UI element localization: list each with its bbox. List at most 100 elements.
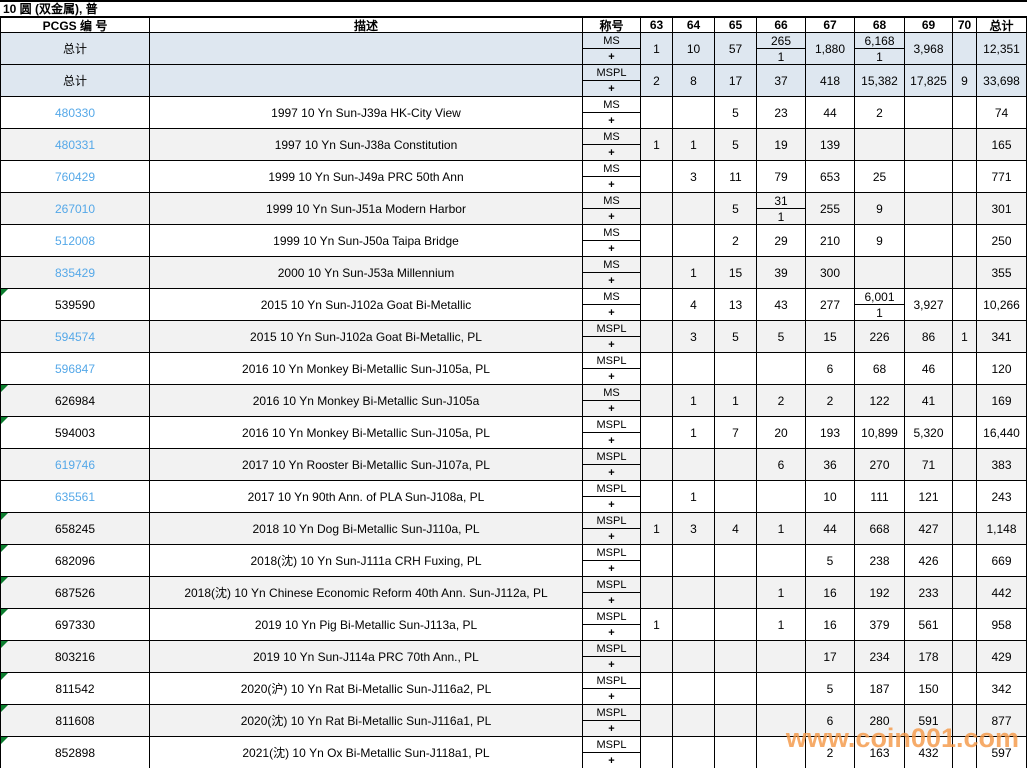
grade-69-value: [905, 97, 953, 128]
pcgs-number: 811608: [55, 713, 95, 728]
coin-description: 2016 10 Yn Monkey Bi-Metallic Sun-J105a,…: [150, 353, 583, 384]
coin-description: 1999 10 Yn Sun-J49a PRC 50th Ann: [150, 161, 583, 192]
green-corner-marker-icon: [1, 577, 8, 584]
coin-description: [150, 65, 583, 96]
plus-label: +: [608, 626, 615, 639]
grade-63-value: [641, 289, 673, 320]
grade-68-value: 10,899: [855, 417, 905, 448]
grade-69-value: 561: [905, 609, 953, 640]
value-plus: 1: [777, 49, 785, 64]
pcgs-cell: 626984: [1, 385, 150, 416]
total-cell: 16,440: [977, 417, 1027, 448]
grade-69-value: 3,968: [905, 33, 953, 64]
grade-66-value: 43: [757, 289, 806, 320]
grade-63-value: 1: [641, 33, 673, 64]
grade-63-value: [641, 257, 673, 288]
grade-69-value: 426: [905, 545, 953, 576]
grade-70-value: [953, 225, 977, 256]
plus-label: +: [608, 530, 615, 543]
grade-63-value: [641, 641, 673, 672]
grade-66-value: 1: [757, 609, 806, 640]
coin-description: 2015 10 Yn Sun-J102a Goat Bi-Metallic: [150, 289, 583, 320]
total-cell: 1,148: [977, 513, 1027, 544]
designation-label: MS: [583, 225, 640, 241]
grade-70-value: [953, 161, 977, 192]
pcgs-number: 总计: [62, 74, 87, 88]
pcgs-cell: 852898: [1, 737, 150, 768]
pcgs-number-link[interactable]: 480330: [54, 105, 96, 120]
grade-63-value: [641, 385, 673, 416]
pcgs-number-link[interactable]: 512008: [54, 233, 96, 248]
pcgs-number-link[interactable]: 267010: [54, 201, 96, 216]
grade-67-value: 5: [806, 545, 855, 576]
table-row: 697330 2019 10 Yn Pig Bi-Metallic Sun-J1…: [1, 609, 1027, 641]
header-total: 总计: [977, 18, 1027, 32]
value-main: 6,168: [855, 33, 904, 49]
grade-64-value: [673, 673, 715, 704]
grade-63-value: [641, 353, 673, 384]
pcgs-cell: 480331: [1, 129, 150, 160]
grade-68-value: 122: [855, 385, 905, 416]
pcgs-number-link[interactable]: 835429: [54, 265, 96, 280]
plus-label: +: [608, 466, 615, 479]
pcgs-number-link[interactable]: 635561: [54, 489, 96, 504]
designation-cell: MS +: [583, 225, 641, 256]
designation-label: MSPL: [583, 705, 640, 721]
table-row: 596847 2016 10 Yn Monkey Bi-Metallic Sun…: [1, 353, 1027, 385]
grade-67-value: 5: [806, 673, 855, 704]
grade-65-value: 5: [715, 321, 757, 352]
table-body: 总计 MS + 1 10 57 265 1 1,880 6,168 1 3,968 12,351 …: [1, 33, 1027, 768]
grade-69-value: [905, 193, 953, 224]
grade-69-value: 41: [905, 385, 953, 416]
plus-label: +: [608, 754, 615, 767]
pcgs-cell: 594574: [1, 321, 150, 352]
header-grade-68: 68: [855, 18, 905, 32]
coin-description: 2018(沈) 10 Yn Chinese Economic Reform 40…: [150, 577, 583, 608]
pcgs-number-link[interactable]: 480331: [54, 137, 96, 152]
grade-69-value: 3,927: [905, 289, 953, 320]
value-plus: 1: [876, 49, 883, 64]
grade-66-value: [757, 545, 806, 576]
pcgs-number-link[interactable]: 619746: [54, 457, 96, 472]
designation-label: MSPL: [583, 737, 640, 753]
table-row: 682096 2018(沈) 10 Yn Sun-J111a CRH Fuxin…: [1, 545, 1027, 577]
table-row: 619746 2017 10 Yn Rooster Bi-Metallic Su…: [1, 449, 1027, 481]
pcgs-cell: 803216: [1, 641, 150, 672]
grade-68-value: 9: [855, 193, 905, 224]
grade-69-value: [905, 161, 953, 192]
pcgs-number-link[interactable]: 596847: [54, 361, 96, 376]
grade-65-value: 1: [715, 385, 757, 416]
page-title: 10 圆 (双金属), 普: [0, 0, 1027, 16]
grade-63-value: [641, 705, 673, 736]
header-grade-65: 65: [715, 18, 757, 32]
table-row: 852898 2021(沈) 10 Yn Ox Bi-Metallic Sun-…: [1, 737, 1027, 768]
coin-description: 2018 10 Yn Dog Bi-Metallic Sun-J110a, PL: [150, 513, 583, 544]
grade-70-value: 9: [953, 65, 977, 96]
coin-description: 2016 10 Yn Monkey Bi-Metallic Sun-J105a: [150, 385, 583, 416]
plus-label: +: [608, 722, 615, 735]
designation-cell: MS +: [583, 129, 641, 160]
pcgs-number: 总计: [62, 42, 87, 56]
grade-64-value: [673, 225, 715, 256]
grade-67-value: 300: [806, 257, 855, 288]
grade-63-value: [641, 577, 673, 608]
grade-64-value: [673, 609, 715, 640]
pcgs-number-link[interactable]: 594574: [54, 329, 96, 344]
grade-66-value: [757, 353, 806, 384]
pcgs-number: 697330: [54, 617, 96, 632]
grade-68-value: 187: [855, 673, 905, 704]
grade-64-value: [673, 353, 715, 384]
green-corner-marker-icon: [1, 289, 8, 296]
green-corner-marker-icon: [1, 545, 8, 552]
value-plus: 1: [777, 209, 785, 224]
table-row: 267010 1999 10 Yn Sun-J51a Modern Harbor…: [1, 193, 1027, 225]
pcgs-number-link[interactable]: 760429: [54, 169, 96, 184]
grade-67-value: 2: [806, 385, 855, 416]
designation-label: MSPL: [583, 65, 640, 81]
grade-68-value: [855, 129, 905, 160]
designation-label: MSPL: [583, 513, 640, 529]
grade-63-value: [641, 673, 673, 704]
coin-description: 2017 10 Yn 90th Ann. of PLA Sun-J108a, P…: [150, 481, 583, 512]
green-corner-marker-icon: [1, 705, 8, 712]
coin-description: 2018(沈) 10 Yn Sun-J111a CRH Fuxing, PL: [150, 545, 583, 576]
